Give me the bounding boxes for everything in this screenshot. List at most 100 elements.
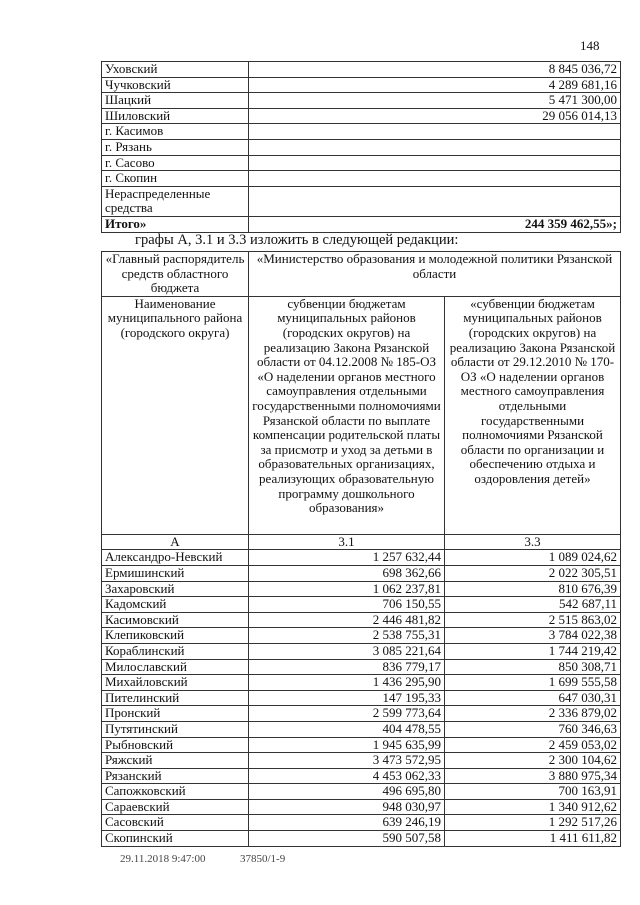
header-row-administrator: «Главный распорядитель средств областног… bbox=[101, 251, 621, 297]
header-column-3-3: «субвенции бюджетам муниципальных районо… bbox=[444, 295, 621, 535]
table-row: г. Скопин bbox=[101, 170, 621, 187]
column-number-row: А 3.1 3.3 bbox=[101, 533, 621, 551]
table-row: Михайловский 1 436 295,90 1 699 555,58 bbox=[101, 674, 621, 691]
amount-3-3: 700 163,91 bbox=[444, 783, 621, 800]
page-number: 148 bbox=[580, 38, 600, 53]
amount-3-1: 639 246,19 bbox=[248, 814, 445, 832]
district-amount bbox=[248, 185, 621, 217]
district-name: Милославский bbox=[101, 658, 249, 676]
amount-3-3: 850 308,71 bbox=[444, 658, 621, 676]
amount-3-1: 2 599 773,64 bbox=[248, 705, 445, 722]
district-amount: 5 471 300,00 bbox=[248, 92, 621, 109]
table-row: Пителинский 147 195,33 647 030,31 bbox=[101, 689, 621, 707]
amount-3-3: 1 340 912,62 bbox=[444, 798, 621, 816]
amount-3-3: 3 784 022,38 bbox=[444, 627, 621, 644]
amount-3-1: 4 453 062,33 bbox=[248, 767, 445, 785]
table-row: Нераспределенные средства bbox=[101, 185, 621, 217]
amount-3-3: 1 089 024,62 bbox=[444, 549, 621, 566]
district-name: Сараевский bbox=[101, 798, 249, 816]
amount-3-3: 810 676,39 bbox=[444, 580, 621, 598]
district-name: Александро-Невский bbox=[101, 549, 249, 566]
district-name: Шацкий bbox=[101, 92, 249, 109]
table-row: Путятинский 404 478,55 760 346,63 bbox=[101, 720, 621, 738]
table-row: Рязанский 4 453 062,33 3 880 975,34 bbox=[101, 767, 621, 785]
amount-3-3: 1 292 517,26 bbox=[444, 814, 621, 832]
district-name: Кадомский bbox=[101, 596, 249, 613]
district-name: Ермишинский bbox=[101, 564, 249, 582]
amount-3-3: 542 687,11 bbox=[444, 596, 621, 613]
table-row: Сапожковский 496 695,80 700 163,91 bbox=[101, 783, 621, 800]
district-name: Кораблинский bbox=[101, 642, 249, 660]
amount-3-3: 2 459 053,02 bbox=[444, 736, 621, 754]
district-name: Шиловский bbox=[101, 107, 249, 125]
amount-3-3: 760 346,63 bbox=[444, 720, 621, 738]
amount-3-1: 404 478,55 bbox=[248, 720, 445, 738]
district-name: Скопинский bbox=[101, 830, 249, 847]
amount-3-1: 147 195,33 bbox=[248, 689, 445, 707]
subventions-table: «Главный распорядитель средств областног… bbox=[101, 251, 621, 847]
district-name: Рыбновский bbox=[101, 736, 249, 754]
amount-3-1: 2 538 755,31 bbox=[248, 627, 445, 644]
district-name: Клепиковский bbox=[101, 627, 249, 644]
district-name: Чучковский bbox=[101, 76, 249, 94]
amount-3-1: 948 030,97 bbox=[248, 798, 445, 816]
district-name: г. Касимов bbox=[101, 123, 249, 140]
header-administrator-value: «Министерство образования и молодежной п… bbox=[248, 251, 621, 297]
amount-3-3: 647 030,31 bbox=[444, 689, 621, 707]
amount-3-3: 2 515 863,02 bbox=[444, 611, 621, 629]
amount-3-1: 3 085 221,64 bbox=[248, 642, 445, 660]
table-row: Клепиковский 2 538 755,31 3 784 022,38 bbox=[101, 627, 621, 644]
amount-3-3: 2 300 104,62 bbox=[444, 752, 621, 769]
table-row: Шиловский 29 056 014,13 bbox=[101, 107, 621, 125]
table-row: Рыбновский 1 945 635,99 2 459 053,02 bbox=[101, 736, 621, 754]
header-administrator-label: «Главный распорядитель средств областног… bbox=[101, 251, 249, 297]
amount-3-1: 3 473 572,95 bbox=[248, 752, 445, 769]
district-name: г. Рязань bbox=[101, 138, 249, 156]
district-amount bbox=[248, 154, 621, 172]
table-row: Касимовский 2 446 481,82 2 515 863,02 bbox=[101, 611, 621, 629]
district-name: г. Скопин bbox=[101, 170, 249, 187]
column-number-3-1: 3.1 bbox=[248, 533, 445, 551]
amount-3-1: 698 362,66 bbox=[248, 564, 445, 582]
amount-3-1: 836 779,17 bbox=[248, 658, 445, 676]
column-number-3-3: 3.3 bbox=[444, 533, 621, 551]
district-amount bbox=[248, 123, 621, 140]
district-name: г. Сасово bbox=[101, 154, 249, 172]
intro-text: графы А, 3.1 и 3.3 изложить в следующей … bbox=[135, 232, 459, 248]
footer-doc-code: 37850/1-9 bbox=[240, 853, 286, 865]
table-row: Захаровский 1 062 237,81 810 676,39 bbox=[101, 580, 621, 598]
table-row: Скопинский 590 507,58 1 411 611,82 bbox=[101, 830, 621, 847]
amount-3-1: 706 150,55 bbox=[248, 596, 445, 613]
table-row: Сараевский 948 030,97 1 340 912,62 bbox=[101, 798, 621, 816]
total-value: 244 359 462,55»; bbox=[248, 215, 621, 233]
amount-3-3: 1 744 219,42 bbox=[444, 642, 621, 660]
table-row: г. Рязань bbox=[101, 138, 621, 156]
table-row: г. Касимов bbox=[101, 123, 621, 140]
district-name: Ряжский bbox=[101, 752, 249, 769]
table-row: Кораблинский 3 085 221,64 1 744 219,42 bbox=[101, 642, 621, 660]
column-number-a: А bbox=[101, 533, 249, 551]
amount-3-3: 3 880 975,34 bbox=[444, 767, 621, 785]
table-row: Кадомский 706 150,55 542 687,11 bbox=[101, 596, 621, 613]
table-row: Уховский 8 845 036,72 bbox=[101, 61, 621, 78]
district-name: Сапожковский bbox=[101, 783, 249, 800]
district-name: Захаровский bbox=[101, 580, 249, 598]
amount-3-3: 1 699 555,58 bbox=[444, 674, 621, 691]
district-amount bbox=[248, 170, 621, 187]
district-name: Сасовский bbox=[101, 814, 249, 832]
header-column-3-1: субвенции бюджетам муниципальных районов… bbox=[248, 295, 445, 535]
district-name: Михайловский bbox=[101, 674, 249, 691]
header-district-name: Наименование муниципального района (горо… bbox=[101, 295, 249, 535]
amount-3-1: 2 446 481,82 bbox=[248, 611, 445, 629]
amount-3-1: 496 695,80 bbox=[248, 783, 445, 800]
district-amount: 4 289 681,16 bbox=[248, 76, 621, 94]
table-row: Ряжский 3 473 572,95 2 300 104,62 bbox=[101, 752, 621, 769]
allocation-table-continued: Уховский 8 845 036,72 Чучковский 4 289 681,… bbox=[101, 61, 621, 233]
table-row: Александро-Невский 1 257 632,44 1 089 024,… bbox=[101, 549, 621, 566]
amount-3-1: 1 945 635,99 bbox=[248, 736, 445, 754]
district-name: Касимовский bbox=[101, 611, 249, 629]
header-row-columns: Наименование муниципального района (горо… bbox=[101, 295, 621, 535]
table-row: Милославский 836 779,17 850 308,71 bbox=[101, 658, 621, 676]
district-name: Путятинский bbox=[101, 720, 249, 738]
district-amount: 29 056 014,13 bbox=[248, 107, 621, 125]
